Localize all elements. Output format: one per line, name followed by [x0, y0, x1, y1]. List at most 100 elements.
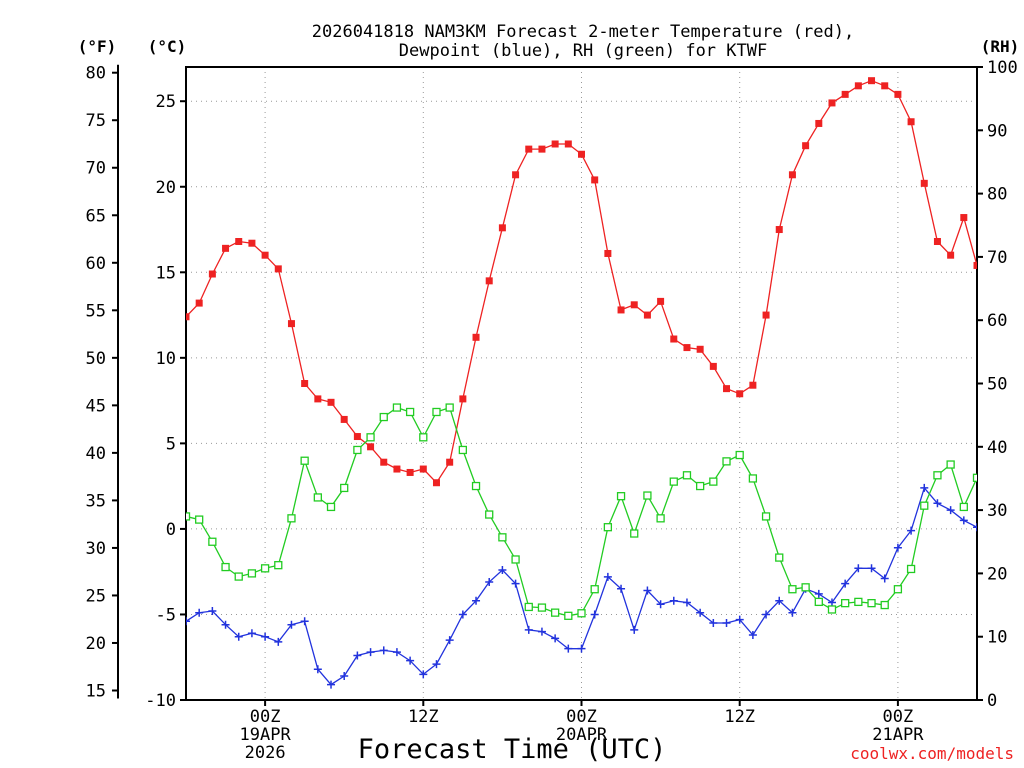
- dewpoint-point: [867, 564, 876, 573]
- dewpoint-point: [445, 636, 454, 645]
- dewpoint-point: [880, 574, 889, 583]
- temperature-point: [186, 313, 190, 321]
- rh-point: [906, 564, 916, 574]
- temperature-point: [815, 119, 823, 127]
- dewpoint-point: [472, 596, 481, 605]
- temperature-point: [551, 140, 559, 148]
- dewpoint-point: [696, 608, 705, 617]
- temperature-point: [248, 239, 256, 247]
- temperature-point: [314, 395, 322, 403]
- rh-tick-label: 30: [987, 501, 1007, 521]
- celsius-unit-label: (°C): [148, 37, 187, 56]
- rh-point: [498, 533, 507, 542]
- x-axis-label: Forecast Time (UTC): [358, 734, 667, 765]
- dewpoint-point: [186, 617, 190, 626]
- dewpoint-point: [366, 648, 375, 657]
- celsius-tick-label: 20: [156, 178, 176, 198]
- temperature-point: [723, 385, 731, 393]
- temperature-point: [340, 415, 348, 423]
- temperature-point: [195, 299, 203, 307]
- rh-point: [564, 611, 573, 620]
- rh-point: [709, 477, 718, 486]
- x-tick-label: 00Z: [250, 707, 281, 727]
- temperature-point: [933, 238, 941, 246]
- temperature-point: [604, 249, 612, 257]
- dewpoint-point: [261, 632, 270, 641]
- fahrenheit-tick-label: 55: [86, 301, 106, 321]
- x-tick-label: 20APR: [556, 725, 608, 745]
- temperature-point: [498, 224, 506, 232]
- temperature-point: [393, 465, 401, 473]
- rh-point: [471, 481, 481, 491]
- rh-point: [735, 450, 744, 460]
- dewpoint-point: [379, 646, 388, 655]
- fahrenheit-unit-label: (°F): [78, 37, 117, 56]
- temperature-point: [670, 335, 678, 343]
- dewpoint-point: [564, 644, 573, 653]
- temperature-point: [802, 142, 810, 150]
- rh-point: [326, 502, 336, 512]
- dewpoint-point: [959, 516, 968, 525]
- rh-point: [550, 608, 560, 617]
- rh-point: [353, 445, 362, 455]
- dewpoint-point: [195, 608, 204, 617]
- fahrenheit-tick-label: 45: [86, 396, 106, 416]
- temperature-point: [854, 82, 862, 90]
- dewpoint-point: [274, 637, 283, 646]
- temperature-point: [564, 140, 572, 148]
- dewpoint-point: [722, 619, 731, 628]
- dewpoint-point: [353, 651, 362, 660]
- rh-tick-label: 20: [987, 564, 1007, 584]
- temperature-point: [947, 251, 955, 259]
- temperature-point: [960, 214, 968, 222]
- rh-point: [208, 537, 217, 546]
- rh-point: [234, 572, 243, 581]
- rh-point: [274, 561, 283, 570]
- celsius-tick-label: 15: [156, 263, 176, 283]
- rh-tick-label: 80: [987, 185, 1007, 205]
- dewpoint-point: [498, 565, 507, 574]
- chart-title-line-1: 2026041818 NAM3KM Forecast 2-meter Tempe…: [312, 22, 854, 42]
- dewpoint-point: [893, 543, 902, 552]
- dewpoint-point: [682, 598, 691, 607]
- temperature-point: [788, 171, 796, 179]
- temperature-point: [419, 465, 427, 473]
- dewpoint-point: [208, 607, 217, 616]
- rh-tick-label: 10: [987, 628, 1007, 648]
- dewpoint-point: [327, 680, 336, 689]
- dewpoint-point: [643, 586, 652, 595]
- dewpoint-point: [920, 483, 929, 492]
- rh-point: [260, 564, 270, 573]
- dewpoint-point: [221, 620, 230, 629]
- dewpoint-point: [458, 610, 467, 619]
- temperature-point: [709, 362, 717, 370]
- rh-tick-label: 90: [987, 121, 1007, 141]
- temperature-point: [907, 118, 915, 126]
- temperature-point: [538, 145, 546, 153]
- dewpoint-point: [392, 648, 401, 657]
- rh-point: [722, 457, 731, 466]
- rh-point: [959, 502, 968, 512]
- dewpoint-point: [551, 634, 560, 643]
- rh-point: [827, 605, 837, 614]
- temperature-point: [367, 443, 375, 451]
- rh-point: [775, 553, 784, 562]
- dewpoint-point: [762, 610, 771, 619]
- temperature-point: [578, 150, 585, 158]
- temperature-point: [973, 261, 977, 269]
- rh-point: [485, 510, 494, 519]
- rh-point: [524, 602, 533, 612]
- celsius-tick-label: 25: [156, 92, 176, 112]
- temperature-point: [472, 333, 480, 341]
- rh-point: [643, 491, 652, 500]
- rh-point: [300, 456, 309, 465]
- rh-point: [893, 585, 903, 594]
- temperature-point: [841, 90, 849, 98]
- fahrenheit-tick-label: 80: [86, 64, 106, 84]
- fahrenheit-tick-label: 40: [86, 444, 106, 464]
- rh-point: [432, 407, 441, 417]
- rh-unit-label: (RH): [981, 37, 1020, 56]
- dewpoint-point: [735, 615, 744, 624]
- rh-point: [392, 403, 402, 412]
